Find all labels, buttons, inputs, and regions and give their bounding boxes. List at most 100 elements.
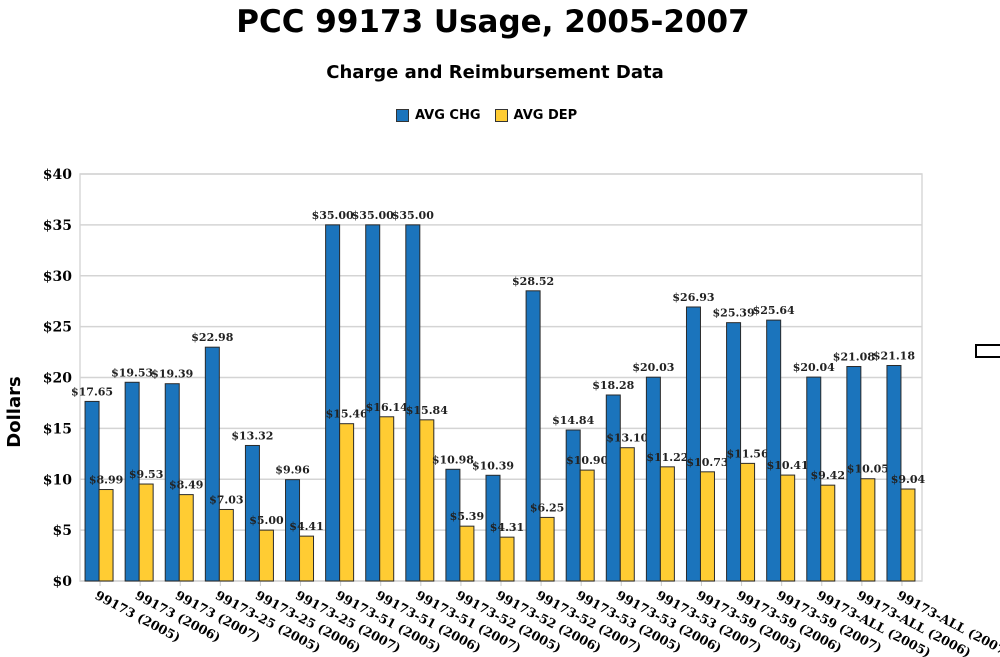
y-axis-label: Dollars [4,376,25,447]
bar-avg-chg [244,444,260,582]
data-label: $9.04 [891,473,926,486]
data-label: $4.41 [289,520,323,533]
bar-avg-chg [124,381,140,582]
data-label: $19.39 [151,368,193,381]
bar-avg-dep [379,416,395,582]
bar-avg-chg [164,383,180,582]
data-label: $28.52 [512,275,554,288]
bar-avg-chg [204,346,220,582]
bar-avg-dep [98,489,114,582]
data-label: $21.18 [873,349,915,362]
data-label: $22.98 [191,331,233,344]
data-label: $19.53 [111,366,153,379]
data-label: $8.99 [89,474,123,487]
data-label: $21.08 [833,351,875,364]
bar-avg-dep [459,525,475,582]
bar-avg-chg [846,366,862,582]
bar-avg-dep [659,466,675,582]
bar-avg-chg [365,224,381,582]
data-label: $4.31 [490,521,524,534]
data-label: $35.00 [312,209,354,222]
bar-avg-chg [445,468,461,582]
bar-avg-chg [525,290,541,582]
data-label: $11.56 [727,447,769,460]
data-label: $10.39 [472,459,514,472]
data-label: $11.22 [646,451,688,464]
y-tick-label: $20 [43,371,72,387]
data-label: $25.39 [713,307,755,320]
data-label: $10.90 [566,454,608,467]
y-tick-label: $40 [43,167,72,183]
chart-title: PCC 99173 Usage, 2005-2007 [236,4,750,40]
data-label: $17.65 [71,385,113,398]
data-label: $9.53 [129,468,163,481]
legend-swatch-chg [396,109,409,122]
y-tick-label: $0 [53,574,73,590]
legend-swatch-dep [494,109,508,122]
bar-avg-dep [780,474,796,582]
data-label: $10.41 [767,459,809,472]
bar-avg-chg [485,474,501,582]
data-label: $10.73 [686,456,728,469]
data-label: $13.32 [231,429,273,442]
data-label: $35.00 [352,209,394,222]
bar-avg-chg [645,376,661,582]
bar-avg-chg [726,322,742,582]
legend: AVG CHG AVG DEP [396,108,591,123]
bar-avg-chg [766,319,782,582]
bar-avg-dep [218,508,234,582]
data-label: $9.42 [811,469,845,482]
bar-avg-chg [405,224,421,582]
bar-avg-chg [605,394,621,582]
data-label: $15.46 [326,408,368,421]
bar-avg-dep [860,478,876,582]
y-tick-label: $30 [43,269,72,285]
legend-label-dep: AVG DEP [513,108,578,123]
y-tick-label: $15 [43,421,72,437]
data-label: $26.93 [672,291,714,304]
bar-avg-dep [138,483,154,582]
data-label: $15.84 [406,404,448,417]
data-label: $6.25 [530,501,564,514]
bar-avg-dep [299,535,315,582]
data-label: $35.00 [392,209,434,222]
bar-avg-dep [419,419,435,582]
bar-avg-dep [900,488,916,582]
y-tick-label: $25 [43,320,72,336]
data-label: $18.28 [592,379,634,392]
y-tick-label: $10 [43,472,72,488]
bar-avg-dep [258,529,274,582]
data-label: $7.03 [209,493,243,506]
legend-item-chg: AVG CHG [396,108,481,123]
data-label: $16.14 [366,401,408,414]
bar-avg-chg [84,400,100,582]
data-label: $25.64 [753,304,795,317]
data-label: $13.10 [606,432,648,445]
bar-avg-dep [619,447,635,582]
data-label: $10.05 [847,463,889,476]
bar-avg-dep [740,462,756,582]
data-label: $20.04 [793,361,835,374]
chart-subtitle: Charge and Reimbursement Data [326,62,664,83]
data-label: $5.39 [450,510,484,523]
bar-avg-dep [699,471,715,582]
bar-avg-dep [178,494,194,582]
bar-avg-chg [565,429,581,582]
bar-avg-dep [579,469,595,582]
data-label: $9.96 [275,464,310,477]
legend-item-dep: AVG DEP [494,108,578,123]
bar-avg-dep [539,516,555,582]
bar-avg-chg [285,479,301,582]
data-label: $5.00 [249,514,284,527]
bar-avg-dep [499,536,515,582]
legend-label-chg: AVG CHG [415,108,481,123]
bar-avg-chg [685,306,701,582]
data-label: $10.98 [432,453,474,466]
data-label: $20.03 [632,361,674,374]
decorative-rectangle [975,344,1000,358]
bar-avg-dep [339,423,355,582]
data-label: $8.49 [169,479,203,492]
bar-avg-dep [820,484,836,582]
y-tick-label: $5 [53,523,72,539]
